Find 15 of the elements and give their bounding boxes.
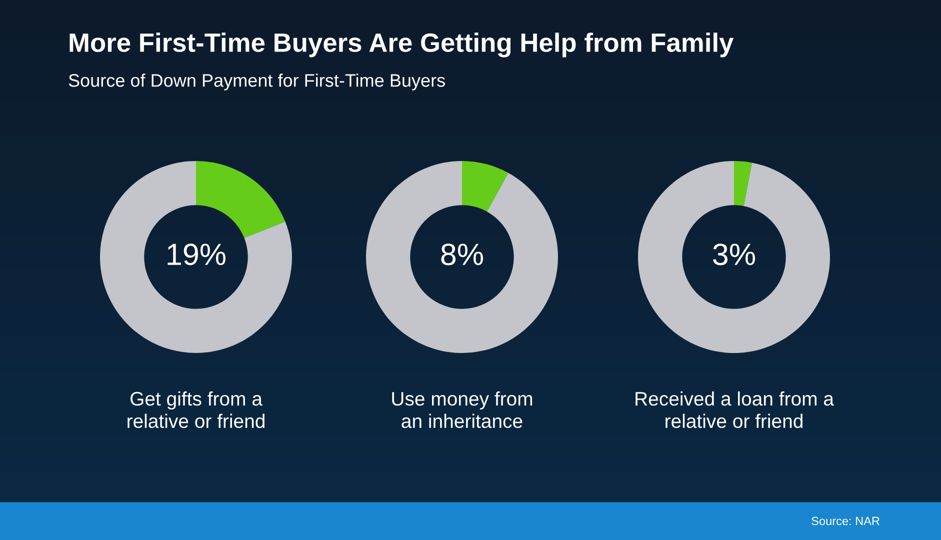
data-label: 19%	[168, 244, 226, 266]
source-note: Source: NAR	[812, 516, 880, 526]
text: More First-Time Buyers Are Getting Help from Family	[70, 32, 734, 58]
donut-slice	[734, 161, 752, 206]
donut-slice	[638, 161, 830, 353]
text: Get gifts from a relative or friend	[128, 391, 264, 428]
data-label: 3%	[713, 244, 755, 266]
donut-slice	[366, 161, 558, 353]
donut-slice	[100, 161, 292, 353]
text: Use money from an inheritance	[392, 391, 532, 428]
donut-slice	[462, 161, 508, 212]
data-label: 8%	[441, 244, 483, 266]
donut-slice	[196, 161, 286, 238]
text: Received a loan from a relative or friend	[636, 391, 834, 428]
chart-subtitle: Source of Down Payment for First-Time Buyers	[68, 74, 445, 90]
